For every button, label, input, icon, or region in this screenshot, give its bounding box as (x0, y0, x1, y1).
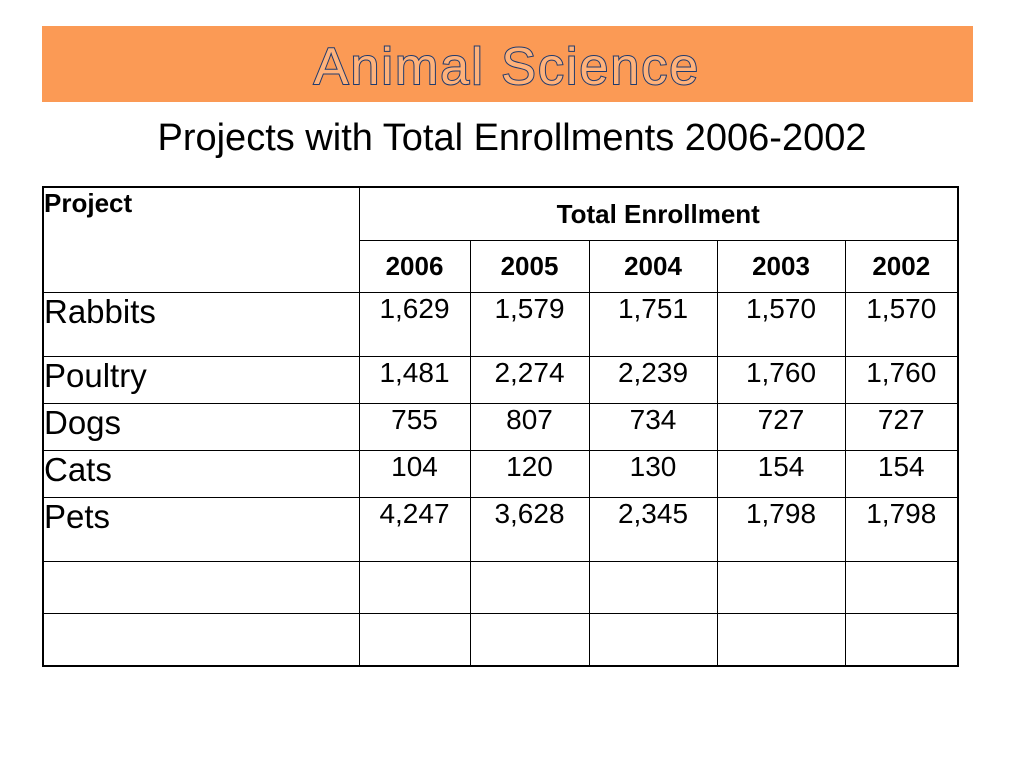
row-label-dogs: Dogs (42, 403, 360, 451)
empty-cell (358, 561, 471, 614)
table-row: Cats 104 120 130 154 154 (42, 450, 959, 498)
empty-cell (588, 613, 718, 667)
table-cell: 2,345 (588, 497, 718, 562)
table-row: Pets 4,247 3,628 2,345 1,798 1,798 (42, 497, 959, 562)
table-row: Dogs 755 807 734 727 727 (42, 403, 959, 451)
year-header-2005: 2005 (469, 240, 590, 293)
enrollment-table: Project Total Enrollment 2006 2005 2004 … (42, 186, 960, 667)
table-cell: 130 (588, 450, 718, 498)
table-cell: 3,628 (469, 497, 590, 562)
empty-table-row (42, 613, 959, 667)
banner-title-graphic: Animal Science (313, 37, 700, 97)
table-cell: 1,760 (716, 356, 846, 404)
empty-cell (844, 561, 959, 614)
table-cell: 734 (588, 403, 718, 451)
table-cell: 1,798 (844, 497, 959, 562)
table-cell: 120 (469, 450, 590, 498)
table-cell: 1,751 (588, 292, 718, 357)
table-cell: 154 (844, 450, 959, 498)
table-row: Poultry 1,481 2,274 2,239 1,760 1,760 (42, 356, 959, 404)
empty-cell (588, 561, 718, 614)
empty-cell (358, 613, 471, 667)
table-cell: 2,239 (588, 356, 718, 404)
row-label-pets: Pets (42, 497, 360, 562)
table-cell: 727 (844, 403, 959, 451)
year-header-2004: 2004 (588, 240, 718, 293)
table-row: Rabbits 1,629 1,579 1,751 1,570 1,570 (42, 292, 959, 357)
empty-cell (469, 613, 590, 667)
table-cell: 154 (716, 450, 846, 498)
table-cell: 104 (358, 450, 471, 498)
year-header-2003: 2003 (716, 240, 846, 293)
page-subtitle: Projects with Total Enrollments 2006-200… (157, 117, 867, 159)
table-cell: 2,274 (469, 356, 590, 404)
project-column-header: Project (42, 186, 360, 293)
year-header-2002: 2002 (844, 240, 959, 293)
title-banner: Animal Science (42, 26, 973, 102)
table-cell: 1,579 (469, 292, 590, 357)
row-label-cats: Cats (42, 450, 360, 498)
empty-cell (469, 561, 590, 614)
empty-cell (42, 613, 360, 667)
empty-cell (42, 561, 360, 614)
table-cell: 1,570 (844, 292, 959, 357)
banner-title: Animal Science (314, 38, 700, 96)
row-label-poultry: Poultry (42, 356, 360, 404)
table-cell: 807 (469, 403, 590, 451)
table-cell: 1,629 (358, 292, 471, 357)
table-cell: 4,247 (358, 497, 471, 562)
table-cell: 727 (716, 403, 846, 451)
year-header-2006: 2006 (358, 240, 471, 293)
table-cell: 1,798 (716, 497, 846, 562)
empty-cell (716, 561, 846, 614)
table-header-row: Project Total Enrollment (42, 186, 959, 293)
table-cell: 1,760 (844, 356, 959, 404)
row-label-rabbits: Rabbits (42, 292, 360, 357)
table-cell: 755 (358, 403, 471, 451)
empty-table-row (42, 561, 959, 614)
total-enrollment-header: Total Enrollment (358, 186, 959, 241)
table-cell: 1,481 (358, 356, 471, 404)
table-cell: 1,570 (716, 292, 846, 357)
empty-cell (844, 613, 959, 667)
empty-cell (716, 613, 846, 667)
